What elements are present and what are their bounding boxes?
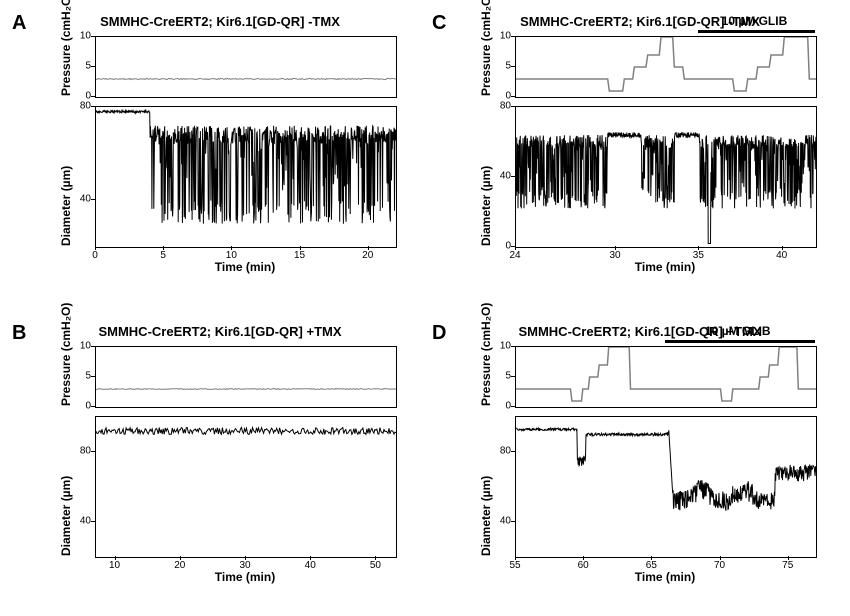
pressure-trace-svg — [516, 347, 816, 407]
panel-title: SMMHC-CreERT2; Kir6.1[GD-QR] +TMX — [30, 324, 410, 339]
panel-b: BSMMHC-CreERT2; Kir6.1[GD-QR] +TMX0510Pr… — [30, 320, 410, 600]
glib-label: 10 µM GLIB — [705, 324, 771, 338]
diameter-trace-svg — [96, 107, 396, 247]
diameter-ylabel: Diameter (µm) — [479, 106, 493, 246]
panel-title: SMMHC-CreERT2; Kir6.1[GD-QR] -TMX — [30, 14, 410, 29]
panel-letter: C — [432, 12, 446, 35]
ytick: 5 — [493, 61, 511, 72]
xlabel: Time (min) — [515, 260, 815, 274]
pressure-plot — [515, 36, 817, 98]
panel-letter: D — [432, 322, 446, 345]
ytick: 0 — [493, 241, 511, 252]
ytick: 5 — [493, 371, 511, 382]
ytick: 40 — [493, 516, 511, 527]
diameter-trace-svg — [516, 417, 816, 557]
ytick: 10 — [73, 31, 91, 42]
pressure-trace-svg — [96, 347, 396, 407]
panel-d: DSMMHC-CreERT2; Kir6.1[GD-QR] +TMX10 µM … — [450, 320, 830, 600]
ytick: 40 — [493, 171, 511, 182]
ytick: 10 — [493, 31, 511, 42]
ytick: 40 — [73, 194, 91, 205]
ytick: 10 — [493, 341, 511, 352]
panel-letter: A — [12, 12, 26, 35]
diameter-ylabel: Diameter (µm) — [59, 416, 73, 556]
xlabel: Time (min) — [515, 570, 815, 584]
pressure-ylabel: Pressure (cmH₂O) — [59, 346, 73, 406]
xlabel: Time (min) — [95, 260, 395, 274]
ytick: 5 — [73, 371, 91, 382]
panel-letter: B — [12, 322, 26, 345]
pressure-trace-svg — [516, 37, 816, 97]
pressure-plot — [95, 346, 397, 408]
xlabel: Time (min) — [95, 570, 395, 584]
diameter-plot — [515, 106, 817, 248]
pressure-ylabel: Pressure (cmH₂O) — [59, 36, 73, 96]
panel-a: ASMMHC-CreERT2; Kir6.1[GD-QR] -TMX0510Pr… — [30, 10, 410, 290]
glib-label: 10 µM GLIB — [722, 14, 788, 28]
glib-bar — [698, 30, 815, 33]
ytick: 5 — [73, 61, 91, 72]
pressure-ylabel: Pressure (cmH₂O) — [479, 36, 493, 96]
pressure-trace-svg — [96, 37, 396, 97]
diameter-trace-svg — [516, 107, 816, 247]
ytick: 80 — [73, 101, 91, 112]
diameter-plot — [95, 416, 397, 558]
ytick: 80 — [493, 101, 511, 112]
glib-bar — [665, 340, 815, 343]
diameter-plot — [515, 416, 817, 558]
panel-c: CSMMHC-CreERT2; Kir6.1[GD-QR] -TMX10 µM … — [450, 10, 830, 290]
ytick: 40 — [73, 516, 91, 527]
diameter-plot — [95, 106, 397, 248]
diameter-ylabel: Diameter (µm) — [59, 106, 73, 246]
panel-title: SMMHC-CreERT2; Kir6.1[GD-QR] +TMX — [450, 324, 830, 339]
ytick: 10 — [73, 341, 91, 352]
pressure-plot — [95, 36, 397, 98]
ytick: 80 — [73, 446, 91, 457]
pressure-plot — [515, 346, 817, 408]
pressure-ylabel: Pressure (cmH₂O) — [479, 346, 493, 406]
ytick: 80 — [493, 446, 511, 457]
ytick: 0 — [493, 401, 511, 412]
diameter-ylabel: Diameter (µm) — [479, 416, 493, 556]
ytick: 0 — [73, 401, 91, 412]
diameter-trace-svg — [96, 417, 396, 557]
